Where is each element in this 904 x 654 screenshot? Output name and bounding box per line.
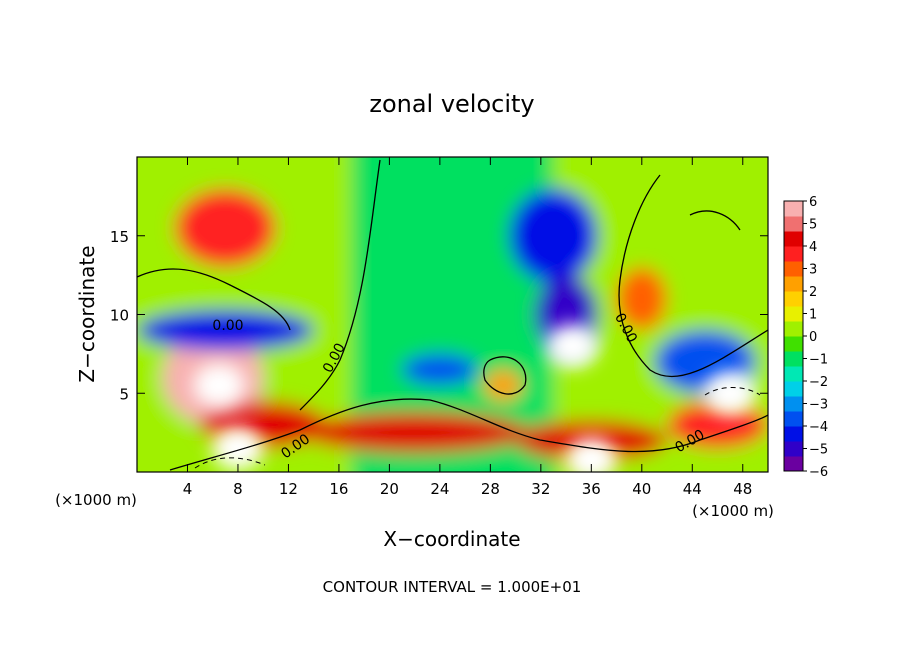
contour-label-0: 0.00: [212, 318, 243, 334]
field-feature-7: [301, 412, 529, 454]
y-tick-label-0: 5: [119, 385, 129, 403]
x-tick-label-9: 40: [632, 480, 651, 498]
colorbar-label-7: −1: [809, 353, 828, 368]
contour-dashed-0: [194, 457, 266, 469]
saturated-region-3: [211, 426, 264, 471]
x-tick-label-7: 32: [531, 480, 550, 498]
y-tick-label-2: 15: [110, 228, 129, 246]
colorbar-swatch-14: [784, 246, 803, 262]
contour-line-3: [618, 174, 768, 378]
colorbar-label-12: −6: [809, 465, 828, 480]
x-tick-label-10: 44: [683, 480, 702, 498]
colorbar-swatch-16: [784, 216, 803, 232]
colorbar-label-1: 5: [809, 218, 817, 233]
x-tick-label-6: 28: [481, 480, 500, 498]
field-feature-10: [402, 353, 478, 386]
colorbar-swatch-17: [784, 201, 803, 217]
colorbar-label-6: 0: [809, 330, 817, 345]
saturated-region-2: [704, 371, 757, 416]
colorbar-label-8: −2: [809, 375, 828, 390]
contour-line-4: [689, 210, 741, 231]
velocity-field: [137, 157, 768, 472]
x-tick-label-5: 24: [430, 480, 449, 498]
colorbar-label-9: −3: [809, 398, 828, 413]
x-tick-label-11: 48: [733, 480, 752, 498]
saturated-region-4: [565, 437, 618, 472]
saturated-region-1: [546, 324, 599, 368]
x-tick-label-3: 16: [329, 480, 348, 498]
x-tick-label-4: 20: [380, 480, 399, 498]
x-unit-left: (×1000 m): [55, 491, 137, 509]
colorbar-swatch-7: [784, 351, 803, 367]
x-axis-ticks: 4 8 12 16 20 24 28 32 36 40 44 48: [183, 157, 752, 498]
x-tick-label-8: 36: [582, 480, 601, 498]
colorbar-swatch-15: [784, 231, 803, 247]
colorbar-label-11: −5: [809, 443, 828, 458]
x-tick-label-0: 4: [183, 480, 193, 498]
colorbar-swatch-11: [784, 291, 803, 307]
x-unit-right: (×1000 m): [692, 502, 774, 520]
x-axis-label: X−coordinate: [383, 527, 520, 551]
colorbar-swatch-9: [784, 321, 803, 337]
y-axis-label: Z−coordinate: [75, 245, 99, 382]
field-feature-6: [616, 267, 668, 331]
colorbar-swatch-1: [784, 441, 803, 457]
colorbar-swatch-5: [784, 381, 803, 397]
colorbar-swatch-6: [784, 366, 803, 382]
colorbar-swatch-0: [784, 456, 803, 472]
colorbar-swatch-13: [784, 261, 803, 277]
contour-line-2: [169, 398, 768, 471]
contour-interval-footer: CONTOUR INTERVAL = 1.000E+01: [323, 578, 582, 596]
contour-line-5: [483, 356, 527, 395]
colorbar-label-2: 4: [809, 240, 817, 255]
colorbar-swatch-4: [784, 396, 803, 412]
y-tick-label-1: 10: [110, 307, 129, 325]
colorbar: 6 5 4 3 2 1 0 −1 −2 −3 −4 −5 −6: [783, 195, 828, 480]
x-tick-label-2: 12: [279, 480, 298, 498]
colorbar-swatch-2: [784, 426, 803, 442]
colorbar-swatch-10: [784, 306, 803, 322]
saturated-region-0: [193, 363, 246, 408]
field-feature-3: [137, 309, 314, 351]
chart-title: zonal velocity: [369, 90, 534, 118]
colorbar-label-0: 6: [809, 195, 817, 210]
colorbar-swatch-12: [784, 276, 803, 292]
y-axis-ticks: 5 10 15: [110, 228, 768, 403]
field-feature-4: [509, 188, 598, 283]
colorbar-swatch-8: [784, 336, 803, 352]
colorbar-swatch-3: [784, 411, 803, 427]
field-feature-0: [174, 188, 276, 268]
field-feature-11: [667, 401, 768, 449]
colorbar-label-10: −4: [809, 420, 828, 435]
colorbar-label-4: 2: [809, 285, 817, 300]
colorbar-label-3: 3: [809, 263, 817, 278]
colorbar-label-5: 1: [809, 308, 817, 323]
contour-dashed-1: [704, 387, 761, 396]
contour-line-1: [299, 159, 381, 411]
contour-line-0: [137, 268, 291, 331]
x-tick-label-1: 8: [233, 480, 243, 498]
